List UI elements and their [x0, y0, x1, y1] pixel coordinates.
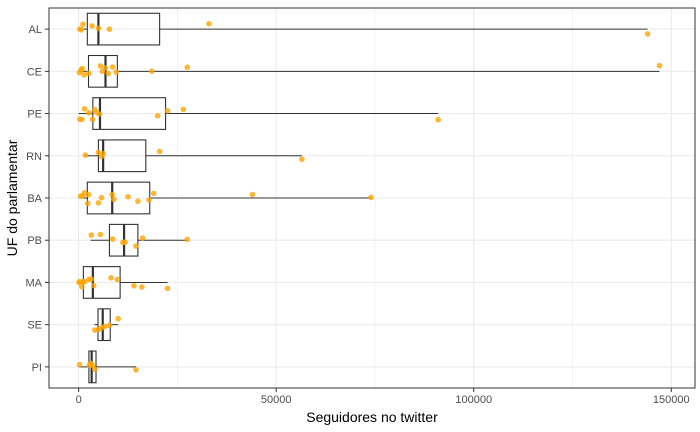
data-point [435, 116, 441, 123]
data-point [88, 276, 95, 282]
data-point [139, 235, 146, 241]
data-point [79, 65, 85, 72]
y-tick-label: MA [26, 277, 43, 289]
data-point [95, 149, 102, 156]
x-axis-title: Seguidores no twitter [306, 409, 438, 425]
y-tick-label: PB [27, 235, 42, 247]
data-point [88, 232, 95, 238]
data-point [106, 322, 113, 329]
data-point [89, 23, 95, 29]
data-point [133, 367, 139, 373]
data-point [95, 25, 102, 32]
y-tick-label: RN [26, 151, 42, 163]
data-point [86, 70, 92, 77]
data-point [85, 191, 92, 198]
y-tick-label: BA [27, 193, 42, 205]
data-point [106, 26, 113, 32]
data-point [156, 148, 163, 155]
data-point [81, 105, 88, 112]
data-point [109, 64, 116, 70]
data-point [78, 283, 85, 290]
x-tick-label: 50000 [261, 394, 292, 406]
data-point [80, 21, 86, 28]
data-point [249, 191, 256, 198]
data-point [133, 243, 139, 249]
data-point [206, 20, 212, 27]
data-point [102, 65, 109, 71]
data-point [139, 284, 145, 290]
data-point [97, 63, 104, 69]
data-point [164, 285, 171, 292]
data-point [82, 152, 89, 158]
data-point [78, 116, 85, 123]
y-axis-title: UF do parlamentar [4, 139, 20, 256]
data-point [101, 323, 108, 330]
data-point [150, 190, 157, 197]
data-point [90, 282, 97, 289]
data-point [115, 315, 121, 322]
data-point [92, 366, 98, 373]
data-point [86, 110, 92, 116]
data-point [105, 70, 112, 77]
data-point [184, 64, 191, 71]
axis-layer: 0 50000 100000 150000 AL CE PE RN BA PB MA SE PI [26, 24, 690, 406]
data-point [180, 106, 187, 113]
data-point [96, 111, 103, 117]
box-al [86, 12, 161, 46]
data-point [164, 107, 171, 114]
data-point [81, 278, 88, 285]
data-point [184, 236, 191, 243]
data-point [100, 150, 106, 157]
y-tick-label: CE [27, 66, 42, 78]
data-point [113, 69, 119, 75]
data-point [114, 276, 121, 283]
data-point [109, 236, 116, 242]
y-tick-label: PE [27, 109, 42, 121]
box-rn [97, 139, 147, 173]
data-point [148, 68, 155, 74]
x-tick-label: 100000 [455, 394, 492, 406]
data-point [78, 27, 85, 33]
data-point [644, 31, 651, 37]
y-tick-label: AL [29, 24, 42, 36]
y-tick-label: SE [27, 320, 42, 332]
data-point [89, 116, 96, 123]
data-point [109, 191, 116, 198]
data-point [131, 283, 137, 289]
data-point [656, 62, 663, 69]
data-point [125, 193, 131, 200]
data-point [146, 197, 152, 203]
data-point [122, 239, 128, 245]
data-point [108, 274, 114, 281]
x-tick-label: 150000 [653, 394, 690, 406]
data-point [135, 198, 141, 205]
data-point [95, 200, 102, 206]
data-point [84, 200, 91, 207]
data-point [154, 112, 161, 119]
data-point [97, 231, 104, 238]
point-layer [76, 20, 663, 373]
data-point [98, 194, 105, 201]
data-point [299, 156, 305, 163]
data-point [110, 196, 117, 203]
x-tick-label: 0 [76, 394, 82, 406]
y-tick-label: PI [32, 362, 42, 374]
data-point [368, 194, 374, 201]
data-point [81, 72, 87, 78]
data-point [76, 361, 83, 368]
box-pe [92, 97, 167, 130]
